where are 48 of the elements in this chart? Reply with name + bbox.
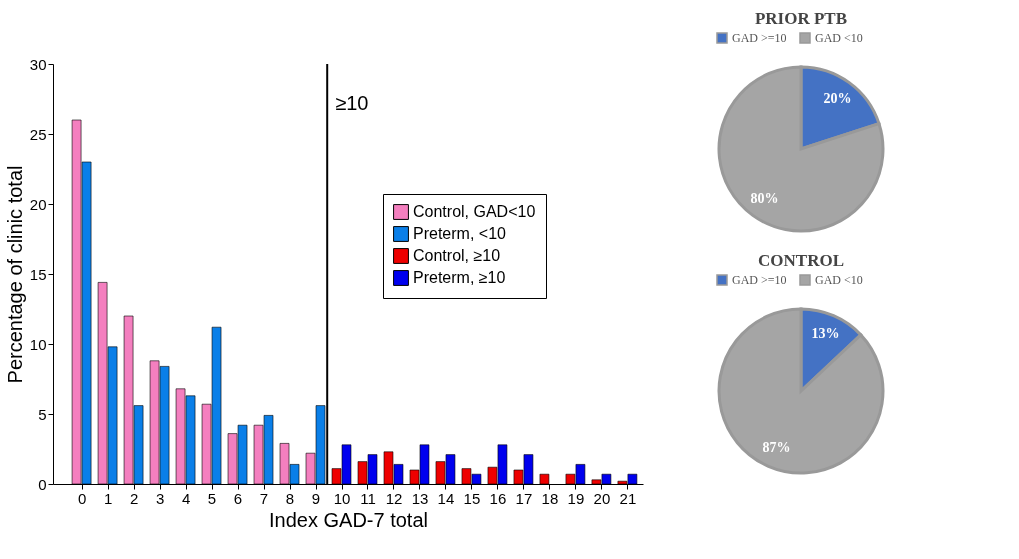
y-tick-label: 25: [29, 125, 47, 143]
legend-label: GAD <10: [815, 273, 863, 287]
x-tick-label: 21: [619, 489, 637, 507]
legend-label: GAD >=10: [732, 31, 787, 45]
y-tick-label: 15: [29, 265, 47, 283]
x-tick-label: 5: [207, 489, 217, 507]
x-tick-label: 15: [463, 489, 481, 507]
y-tick-label: 0: [38, 475, 47, 493]
x-tick-label: 16: [489, 489, 507, 507]
x-tick-label: 7: [259, 489, 269, 507]
x-tick-label: 10: [333, 489, 351, 507]
x-tick-label: 0: [77, 489, 87, 507]
x-tick-label: 1: [103, 489, 113, 507]
pie-slice: [717, 65, 885, 233]
data-label: 13%: [811, 326, 840, 342]
legend-label: Preterm, <10: [413, 225, 507, 242]
legend-label: Preterm, ≥10: [413, 269, 506, 286]
y-axis-title: Percentage of clinic total: [3, 165, 26, 384]
chart-title: CONTROL: [758, 251, 844, 270]
y-tick-label: 5: [38, 405, 47, 423]
y-tick-label: 10: [29, 335, 47, 353]
legend-label: GAD >=10: [732, 273, 787, 287]
x-tick-label: 17: [515, 489, 533, 507]
y-tick-label: 20: [29, 195, 47, 213]
x-tick-label: 9: [311, 489, 321, 507]
legend-label: GAD <10: [815, 31, 863, 45]
data-label: 20%: [823, 90, 852, 106]
x-tick-label: 3: [155, 489, 165, 507]
legend-label: Control, ≥10: [413, 247, 501, 264]
data-label: 80%: [750, 191, 779, 207]
x-tick-label: 11: [360, 489, 376, 507]
ref-line-label: ≥10: [335, 92, 369, 114]
x-tick-label: 14: [437, 489, 455, 507]
chart-title: PRIOR PTB: [754, 9, 848, 28]
x-tick-label: 2: [129, 489, 139, 507]
x-tick-label: 13: [411, 489, 429, 507]
y-tick-label: 30: [29, 55, 47, 73]
legend-label: Control, GAD<10: [413, 203, 536, 220]
x-tick-label: 19: [567, 489, 585, 507]
x-tick-label: 8: [285, 489, 295, 507]
data-label: 87%: [762, 439, 791, 455]
x-tick-label: 12: [385, 489, 403, 507]
pie-slice: [717, 307, 885, 475]
x-tick-label: 4: [181, 489, 191, 507]
x-tick-label: 18: [541, 489, 559, 507]
x-axis-title: Index GAD-7 total: [269, 508, 428, 531]
x-tick-label: 20: [593, 489, 611, 507]
x-tick-label: 6: [233, 489, 243, 507]
